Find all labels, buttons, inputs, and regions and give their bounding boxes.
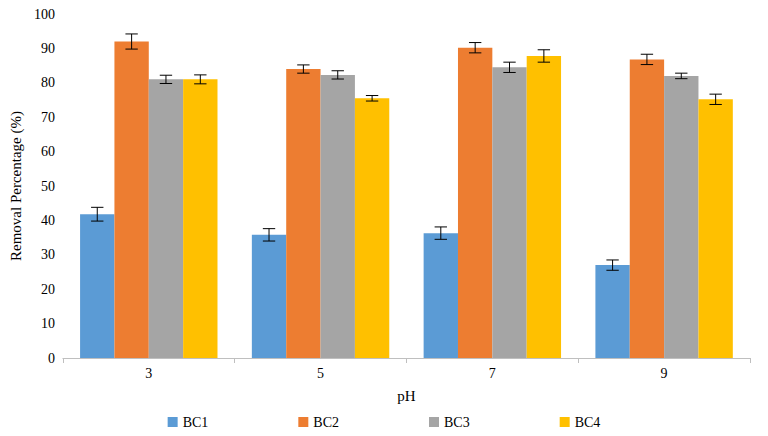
svg-text:60: 60	[41, 144, 55, 159]
svg-text:10: 10	[41, 316, 55, 331]
svg-text:7: 7	[489, 366, 496, 381]
svg-text:BC1: BC1	[183, 415, 209, 430]
svg-text:20: 20	[41, 282, 55, 297]
svg-text:BC3: BC3	[444, 415, 470, 430]
svg-text:100: 100	[34, 7, 55, 22]
svg-text:5: 5	[317, 366, 324, 381]
svg-text:50: 50	[41, 179, 55, 194]
svg-text:0: 0	[48, 351, 55, 366]
svg-text:Removal Percentage (%): Removal Percentage (%)	[8, 111, 25, 261]
svg-text:40: 40	[41, 213, 55, 228]
svg-text:9: 9	[661, 366, 668, 381]
svg-text:BC4: BC4	[575, 415, 601, 430]
svg-text:3: 3	[145, 366, 152, 381]
svg-text:30: 30	[41, 247, 55, 262]
svg-text:70: 70	[41, 110, 55, 125]
svg-text:BC2: BC2	[313, 415, 339, 430]
svg-text:90: 90	[41, 41, 55, 56]
svg-text:80: 80	[41, 75, 55, 90]
svg-text:pH: pH	[397, 388, 416, 404]
